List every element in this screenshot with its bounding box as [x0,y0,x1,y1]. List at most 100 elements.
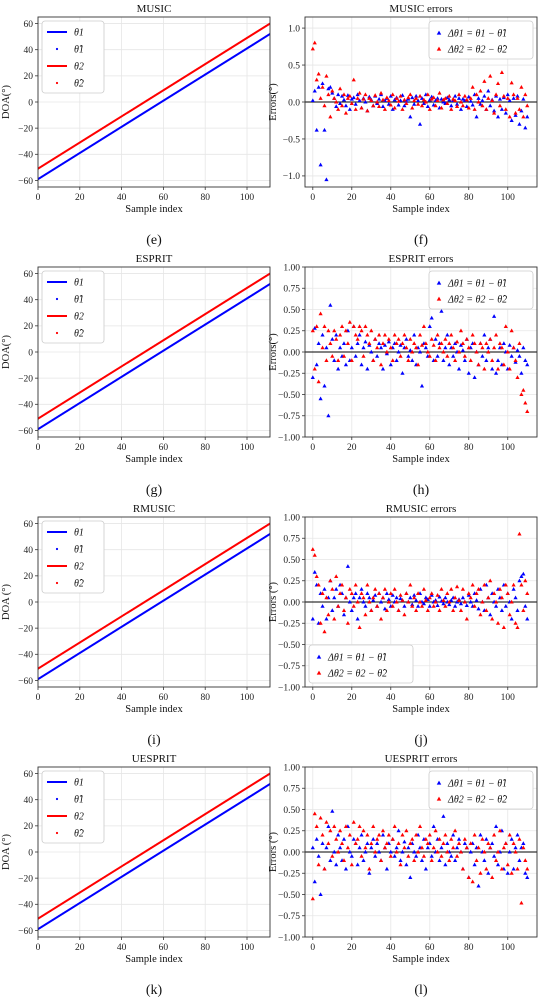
estimate-point [66,409,69,412]
estimate-point [235,304,238,306]
error-point-theta1 [449,103,454,108]
error-point-theta1 [523,125,528,130]
estimate-point [131,608,133,611]
estimate-point [233,55,236,58]
error-point-theta1 [322,383,327,388]
legend-label: θ̂2 [74,829,84,840]
error-point-theta2 [480,345,485,350]
estimate-point [135,856,138,859]
estimate-point [89,885,92,887]
error-point-theta1 [316,85,321,89]
estimate-point [210,69,213,72]
legend-box [428,770,534,810]
error-point-theta2 [316,582,321,587]
estimate-point [118,366,121,369]
error-point-theta1 [449,854,454,858]
estimate-point [74,644,77,647]
estimate-point [112,381,115,383]
estimate-point [139,364,142,366]
y-tick-label: 40 [24,46,34,56]
error-point-theta1 [447,602,452,607]
y-axis-label: DOA (°) [1,584,12,620]
estimate-point [62,152,64,154]
estimate-point [99,139,102,141]
error-point-theta1 [490,841,495,846]
error-point-theta2 [458,608,464,613]
error-point-theta2 [441,598,446,602]
error-point-theta1 [517,354,522,358]
estimate-point [80,140,83,143]
error-point-theta2 [495,366,501,371]
estimate-point [264,35,267,38]
estimate-point [231,796,234,798]
error-point-theta1 [408,348,413,352]
error-point-theta1 [363,849,368,854]
error-point-theta1 [460,595,466,600]
error-point-theta2 [388,345,393,350]
error-point-theta1 [376,849,382,854]
error-point-theta1 [525,616,530,621]
error-point-theta2 [400,598,405,602]
error-point-theta1 [484,358,489,363]
error-point-theta2 [363,324,368,329]
error-point-theta1 [453,604,458,608]
error-point-theta2 [423,837,428,841]
estimate-point [58,904,60,907]
legend-marker-swatch [436,796,442,801]
estimate-point [129,110,131,113]
estimate-point [181,838,184,840]
estimate-point [112,370,115,373]
estimate-point [149,607,152,610]
error-point-theta1 [384,591,389,596]
error-point-theta2 [406,599,411,604]
error-point-theta2 [402,845,407,850]
x-tick-label: 40 [386,193,396,203]
legend-label: θ̂2 [74,329,84,340]
error-point-theta1 [338,345,343,350]
error-point-theta1 [330,608,335,613]
error-point-theta2 [384,95,389,100]
error-point-theta1 [445,841,450,846]
estimate-point [158,852,161,855]
error-point-theta2 [408,92,413,97]
estimate-point [108,373,110,376]
estimate-point [85,887,87,890]
error-point-theta1 [515,832,520,837]
error-point-theta1 [363,339,368,344]
error-point-theta2 [470,582,475,587]
estimate-point [141,602,144,605]
estimate-point [152,595,154,598]
estimate-point [218,314,221,317]
error-point-theta1 [421,101,427,106]
estimate-point [183,326,186,329]
estimate-point [58,154,60,157]
error-point-theta2 [415,102,421,106]
y-axis-label: DOA(°) [1,85,12,119]
estimate-point [162,349,165,352]
estimate-point [106,124,108,127]
y-axis-label: Errors (°) [268,581,279,622]
estimate-point [246,287,248,289]
estimate-point [47,671,50,674]
estimate-point [260,527,263,530]
error-point-theta1 [466,94,471,99]
error-point-theta1 [394,595,399,600]
estimate-point [118,116,121,119]
estimate-point [47,921,50,924]
error-point-theta2 [375,345,380,350]
estimate-point [141,352,144,355]
series-line-theta1 [38,783,270,931]
legend-marker-swatch [436,46,442,51]
estimate-point [133,107,136,110]
panel-label: (h) [413,483,430,498]
estimate-point [78,891,81,894]
estimate-point [60,163,62,166]
estimate-point [76,642,79,645]
error-point-theta1 [347,599,352,604]
estimate-point [47,421,50,424]
error-point-theta2 [499,70,504,74]
y-tick-label: 60 [24,270,34,280]
y-tick-label: 0 [28,598,33,608]
estimate-point [212,318,215,321]
estimate-point [91,383,94,386]
